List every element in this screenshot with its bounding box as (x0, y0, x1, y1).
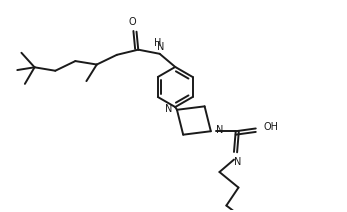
Text: N: N (235, 158, 242, 167)
Text: N: N (216, 125, 223, 135)
Text: N: N (165, 104, 172, 114)
Text: N: N (157, 42, 164, 52)
Text: H: H (154, 38, 162, 48)
Text: O: O (128, 17, 136, 27)
Text: OH: OH (263, 122, 278, 132)
